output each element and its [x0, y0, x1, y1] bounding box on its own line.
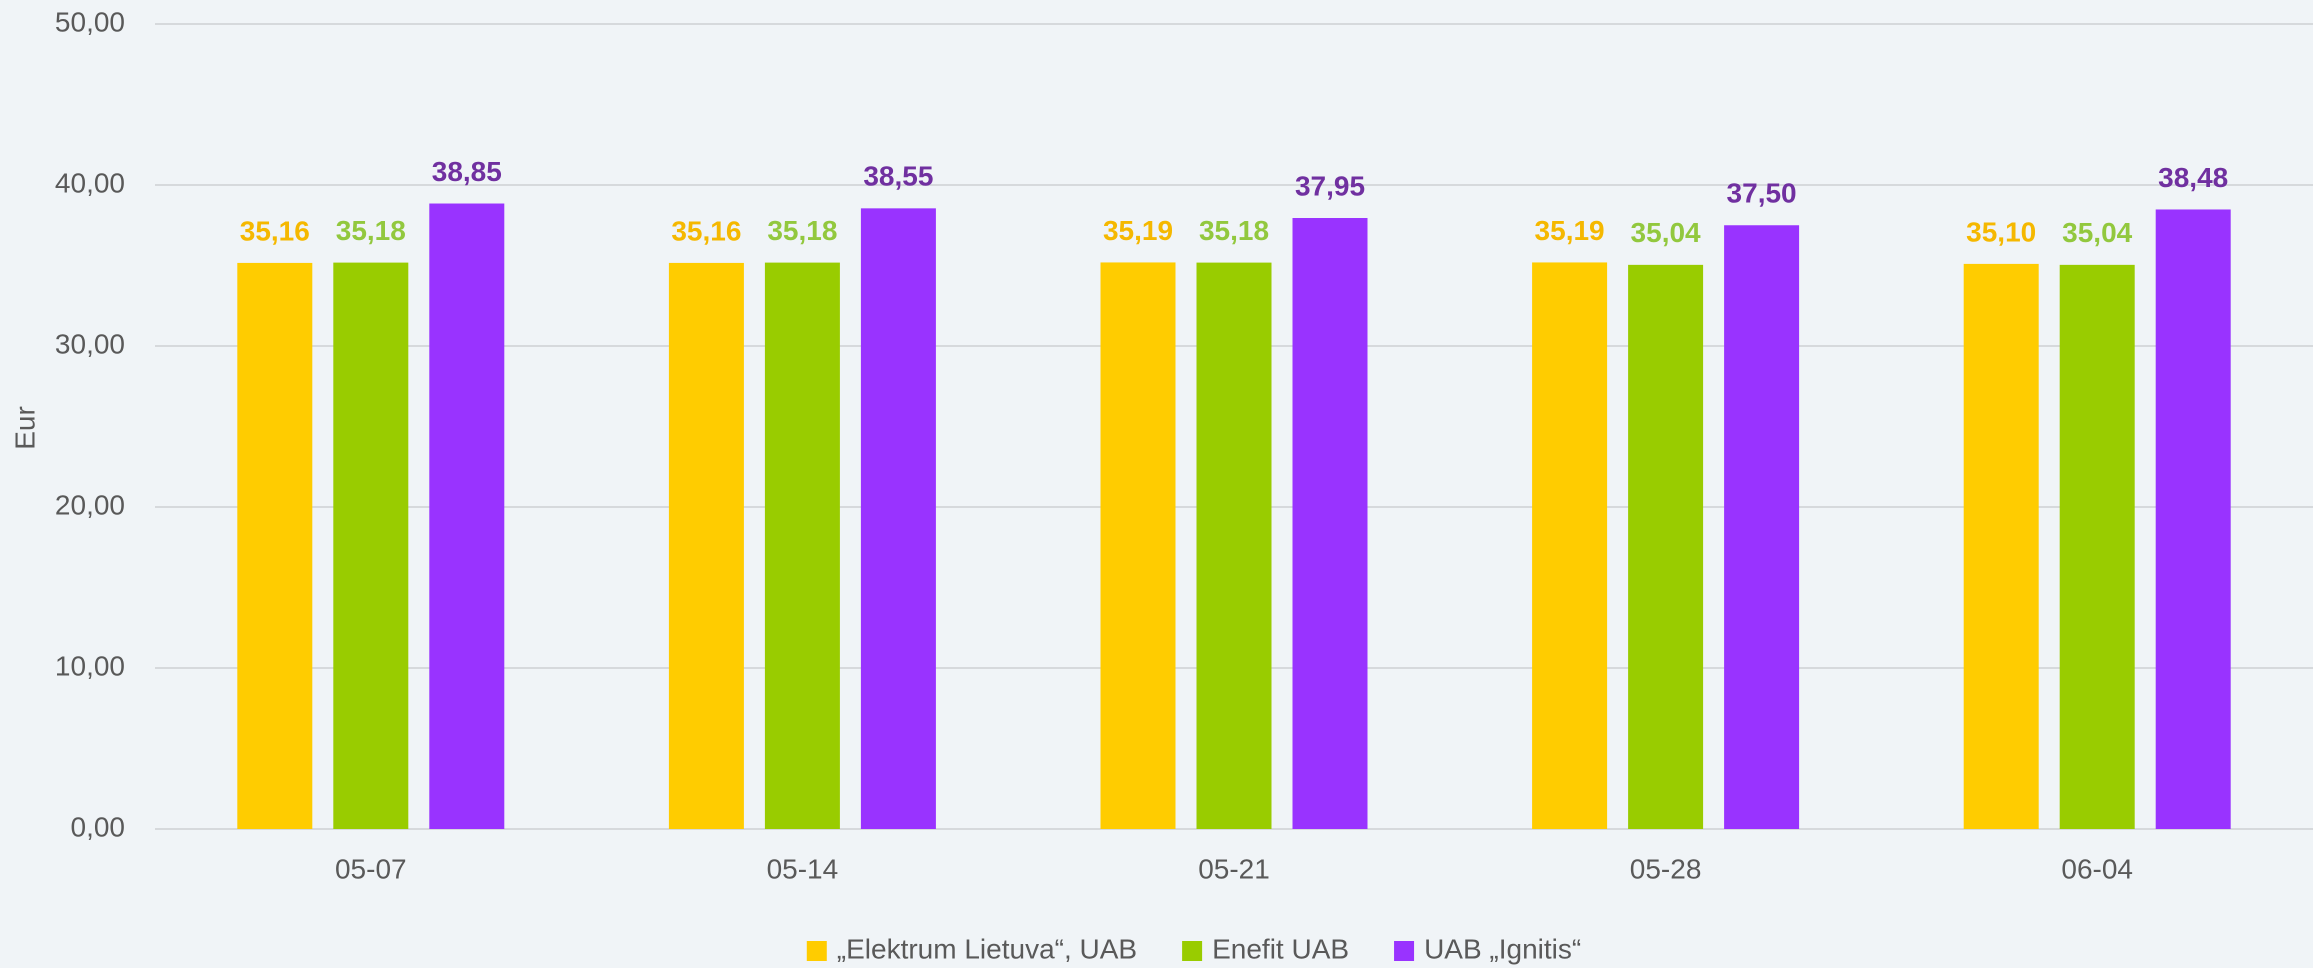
value-label: 37,50 — [1727, 178, 1797, 209]
bar — [237, 262, 313, 829]
bar — [1100, 262, 1176, 829]
x-tick-label: 06-04 — [2061, 853, 2133, 884]
bar — [2059, 264, 2135, 830]
x-tick-label: 05-14 — [767, 853, 839, 884]
y-tick-label: 50,00 — [55, 6, 125, 37]
bar — [1532, 262, 1608, 829]
value-label: 35,04 — [1631, 217, 1701, 248]
bar — [860, 208, 936, 830]
bar — [429, 203, 505, 829]
y-tick-label: 40,00 — [55, 167, 125, 198]
value-label: 35,19 — [1103, 215, 1173, 246]
bar — [1724, 225, 1800, 829]
legend-label: Enefit UAB — [1212, 933, 1349, 964]
legend-label: UAB „Ignitis“ — [1424, 933, 1581, 964]
x-tick-label: 05-28 — [1630, 853, 1702, 884]
value-label: 38,55 — [863, 161, 933, 192]
x-tick-label: 05-21 — [1198, 853, 1270, 884]
y-tick-label: 30,00 — [55, 328, 125, 359]
bar — [1963, 263, 2039, 829]
value-label: 37,95 — [1295, 170, 1365, 201]
bar — [1628, 264, 1704, 830]
y-axis-label: Eur — [9, 406, 40, 450]
y-tick-label: 0,00 — [71, 811, 126, 842]
legend-swatch — [806, 941, 827, 961]
legend-label: „Elektrum Lietuva“, UAB — [837, 933, 1137, 964]
value-label: 35,10 — [1966, 216, 2036, 247]
value-label: 35,16 — [671, 215, 741, 246]
bar — [668, 262, 744, 829]
value-label: 35,18 — [1199, 215, 1269, 246]
value-label: 38,85 — [432, 156, 502, 187]
bar — [1292, 218, 1368, 829]
bar — [1196, 262, 1272, 829]
x-tick-label: 05-07 — [335, 853, 407, 884]
value-label: 38,48 — [2158, 162, 2228, 193]
legend-swatch — [1182, 941, 1203, 961]
value-label: 35,18 — [767, 215, 837, 246]
bar — [764, 262, 840, 829]
bar — [333, 262, 409, 829]
value-label: 35,16 — [240, 215, 310, 246]
legend-swatch — [1394, 941, 1415, 961]
value-label: 35,18 — [336, 215, 406, 246]
y-tick-label: 20,00 — [55, 489, 125, 520]
value-label: 35,04 — [2062, 217, 2132, 248]
y-tick-label: 10,00 — [55, 650, 125, 681]
value-label: 35,19 — [1535, 215, 1605, 246]
bar — [2155, 209, 2231, 830]
